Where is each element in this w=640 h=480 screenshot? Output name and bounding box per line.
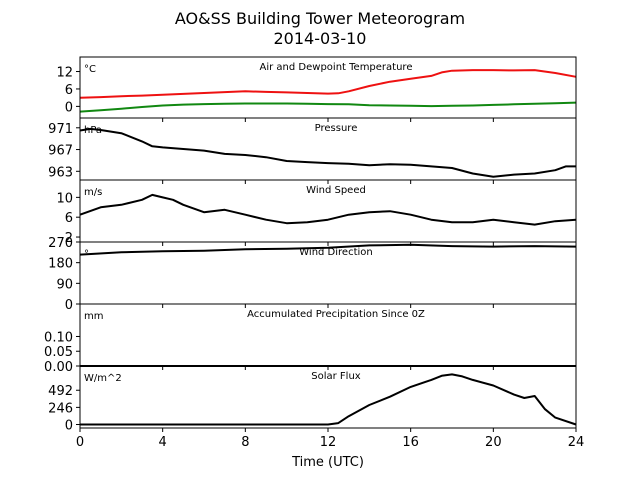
solar-flux-ytick-label: 0 — [65, 419, 73, 434]
pressure-ytick-label: 967 — [48, 144, 73, 159]
wind-speed-ytick-label: 10 — [56, 191, 73, 206]
temperature-series-1-line — [79, 101, 577, 113]
x-tick-label: 20 — [485, 435, 502, 450]
x-tick-label: 0 — [76, 435, 84, 450]
x-tick-label: 16 — [402, 435, 419, 450]
solar-flux-unit: W/m^2 — [84, 373, 122, 384]
x-axis-label: Time (UTC) — [291, 455, 364, 470]
temperature-title: Air and Dewpoint Temperature — [260, 62, 413, 73]
wind-speed-title: Wind Speed — [306, 185, 366, 196]
pressure-series-0-line — [79, 127, 576, 178]
wind-speed-unit: m/s — [84, 187, 102, 198]
x-tick-label: 12 — [320, 435, 337, 450]
wind-direction-unit: ° — [84, 249, 89, 260]
precipitation-panel: 0.100.050.00 mm Accumulated Precipitation … — [44, 303, 577, 375]
figure-title-line2: 2014-03-10 — [274, 29, 367, 48]
precipitation-title: Accumulated Precipitation Since 0Z — [247, 309, 425, 320]
pressure-panel: 971 967 963 hPa Pressure — [48, 117, 577, 184]
solar-flux-series-0-line — [80, 373, 577, 426]
precipitation-unit: mm — [84, 311, 103, 322]
wind-speed-series-0-line — [79, 193, 577, 226]
wind-direction-ytick-label: 180 — [48, 257, 73, 272]
solar-flux-title: Solar Flux — [311, 371, 361, 382]
x-axis: 0 4 8 12 16 20 24 — [76, 435, 584, 450]
solar-flux-ytick-label: 246 — [48, 401, 73, 416]
wind-speed-ytick-label: 2 — [65, 231, 73, 246]
wind-direction-series-0-line — [79, 243, 577, 256]
x-tick-label: 8 — [241, 435, 249, 450]
temperature-unit: °C — [84, 64, 96, 75]
pressure-ytick-label: 963 — [48, 165, 73, 180]
panels: 12 6 0 °C Air and Dewpoint Temperature 971 967… — [44, 56, 577, 434]
temperature-series-0-line — [79, 69, 577, 99]
x-tick-label: 4 — [159, 435, 167, 450]
wind-direction-panel: 270 180 90 0 ° Wind Direction — [48, 236, 577, 313]
temperature-panel: 12 6 0 °C Air and Dewpoint Temperature — [56, 56, 577, 122]
pressure-title: Pressure — [315, 123, 358, 134]
x-tick-label: 24 — [568, 435, 585, 450]
solar-flux-panel: 492 246 0 W/m^2 Solar Flux — [48, 365, 577, 434]
wind-speed-ytick-label: 6 — [65, 211, 73, 226]
precipitation-ytick-label: 0.00 — [44, 360, 73, 375]
wind-direction-ytick-label: 270 — [48, 236, 73, 251]
precipitation-ytick-label: 0.10 — [44, 330, 73, 345]
precipitation-ytick-label: 0.05 — [44, 345, 73, 360]
temperature-ytick-label: 12 — [56, 66, 73, 81]
wind-direction-ytick-label: 90 — [56, 277, 73, 292]
solar-flux-ytick-label: 492 — [48, 384, 73, 399]
pressure-ytick-label: 971 — [48, 122, 73, 137]
temperature-ytick-label: 6 — [65, 83, 73, 98]
figure-title-line1: AO&SS Building Tower Meteorogram — [175, 9, 465, 28]
wind-speed-panel: 10 6 2 m/s Wind Speed — [56, 179, 577, 246]
wind-direction-title: Wind Direction — [299, 247, 373, 258]
temperature-ytick-label: 0 — [65, 100, 73, 115]
wind-direction-ytick-label: 0 — [65, 298, 73, 313]
pressure-unit: hPa — [84, 125, 102, 136]
